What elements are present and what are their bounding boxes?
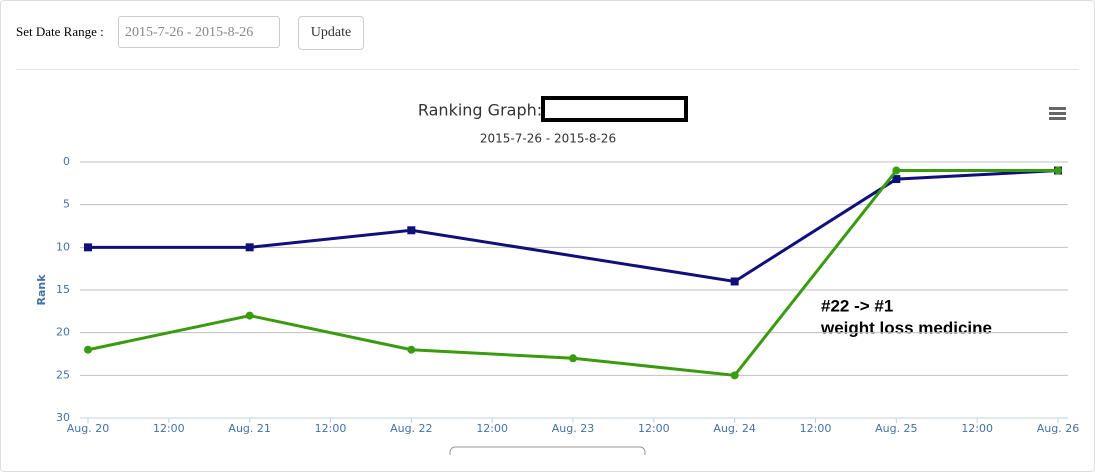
y-tick-label: 25 (56, 368, 70, 381)
point (1054, 166, 1062, 175)
menu-bar (1049, 112, 1066, 115)
point (730, 371, 739, 380)
x-tick-label: Aug. 24 (713, 422, 755, 435)
chart: Ranking Graph: 2015-7-26 - 2015-8-26 Ran… (35, 96, 1079, 455)
y-tick-label: 0 (63, 155, 70, 168)
y-tick-label: 30 (56, 411, 70, 424)
point (245, 243, 254, 252)
x-tick-label: Aug. 23 (552, 422, 594, 435)
annotation: #22 -> #1 (821, 296, 893, 315)
x-tick-label: 12:00 (638, 422, 670, 435)
series-line (88, 169, 1059, 284)
menu-bar (1049, 107, 1066, 110)
form-label: Set Date Range : (16, 24, 104, 39)
menu-bar (1049, 117, 1066, 120)
x-tick-label: 12:00 (476, 422, 508, 435)
point (569, 354, 577, 363)
date-input[interactable]: 2015-7-26 - 2015-8-26 (118, 16, 280, 48)
y-axis-label: Rank (35, 274, 48, 306)
annotation: weight loss medicine (820, 318, 992, 337)
point (84, 345, 92, 354)
y-tick-label: 5 (63, 198, 70, 211)
point (892, 166, 901, 175)
y-tick-label: 15 (56, 283, 70, 296)
x-tick-label: Aug. 20 (67, 422, 109, 435)
x-tick-label: 12:00 (800, 422, 832, 435)
x-tick-label: 12:00 (153, 422, 185, 435)
update-button[interactable]: Update (298, 16, 364, 50)
x-tick-label: Aug. 21 (228, 422, 270, 435)
series-line (87, 169, 1058, 377)
x-tick-label: Aug. 25 (875, 422, 917, 435)
y-tick-label: 10 (56, 240, 70, 253)
chart-title: Ranking Graph: (418, 101, 542, 120)
legend-box (449, 446, 646, 455)
y-tick-label: 20 (56, 326, 70, 339)
x-tick-label: 12:00 (315, 422, 347, 435)
point (84, 243, 92, 252)
separator (16, 69, 1079, 70)
point (245, 311, 254, 320)
point (407, 226, 416, 235)
x-tick-label: Aug. 26 (1037, 422, 1079, 435)
redaction (541, 96, 688, 122)
point (892, 175, 901, 184)
point (730, 277, 739, 286)
point (407, 345, 416, 354)
x-tick-label: Aug. 22 (390, 422, 432, 435)
x-tick-label: 12:00 (961, 422, 993, 435)
menu-icon[interactable] (1049, 107, 1066, 120)
chart-subtitle: 2015-7-26 - 2015-8-26 (480, 132, 616, 146)
